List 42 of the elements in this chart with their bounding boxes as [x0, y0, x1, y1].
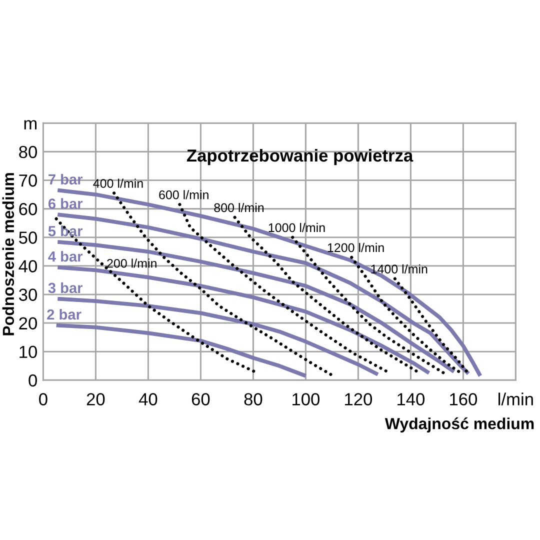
series-label: 6 bar [48, 198, 83, 209]
line-series [56, 296, 380, 376]
series-label: 3 bar [48, 282, 83, 294]
y-tick-label: 50 [19, 232, 37, 244]
series-label: 1000 l/min [268, 222, 325, 232]
y-tick-label: 0 [28, 374, 37, 387]
line-series [54, 217, 256, 374]
series-label: 600 l/min [159, 190, 208, 200]
series-label: 800 l/min [214, 202, 264, 212]
text: Zapotrzebowanie powietrza [186, 148, 414, 166]
x-tick-label: 160 [450, 393, 478, 406]
line-series [56, 212, 470, 376]
y-tick-label: 10 [20, 346, 37, 358]
x-tick-label: l/min [498, 392, 533, 406]
y-tick-label: 80 [19, 146, 37, 158]
x-tick-label: 100 [292, 393, 320, 406]
series-label: 2 bar [47, 308, 82, 320]
line-series [393, 277, 470, 376]
series-label: 4 bar [48, 250, 83, 262]
x-tick-label: 60 [192, 393, 210, 406]
series-label: 1200 l/min [328, 242, 384, 252]
series-label: 400 l/min [93, 178, 143, 188]
x-tick-label: 0 [39, 393, 48, 406]
line-series [56, 240, 456, 374]
series-label: 1400 l/min [371, 264, 428, 274]
x-axis-title: Wydajność medium [384, 417, 534, 432]
y-axis-title: Podnoszenie medium [2, 173, 14, 336]
x-tick-label: 120 [345, 393, 372, 406]
y-tick-label: 20 [19, 317, 37, 330]
line-series [56, 188, 482, 378]
x-tick-label: 40 [138, 393, 158, 406]
y-tick-label: 60 [19, 202, 37, 216]
x-tick-label: 140 [398, 393, 425, 406]
series-label: 5 bar [48, 226, 83, 236]
y-tick-label: 30 [19, 288, 37, 301]
x-tick-label: 80 [244, 393, 262, 406]
y-tick-label: m [24, 120, 36, 130]
x-tick-label: 20 [86, 393, 105, 406]
line-series [54, 323, 308, 378]
y-tick-label: 40 [18, 260, 37, 272]
y-tick-label: 70 [19, 174, 37, 187]
series-label: 200 l/min [107, 258, 156, 268]
